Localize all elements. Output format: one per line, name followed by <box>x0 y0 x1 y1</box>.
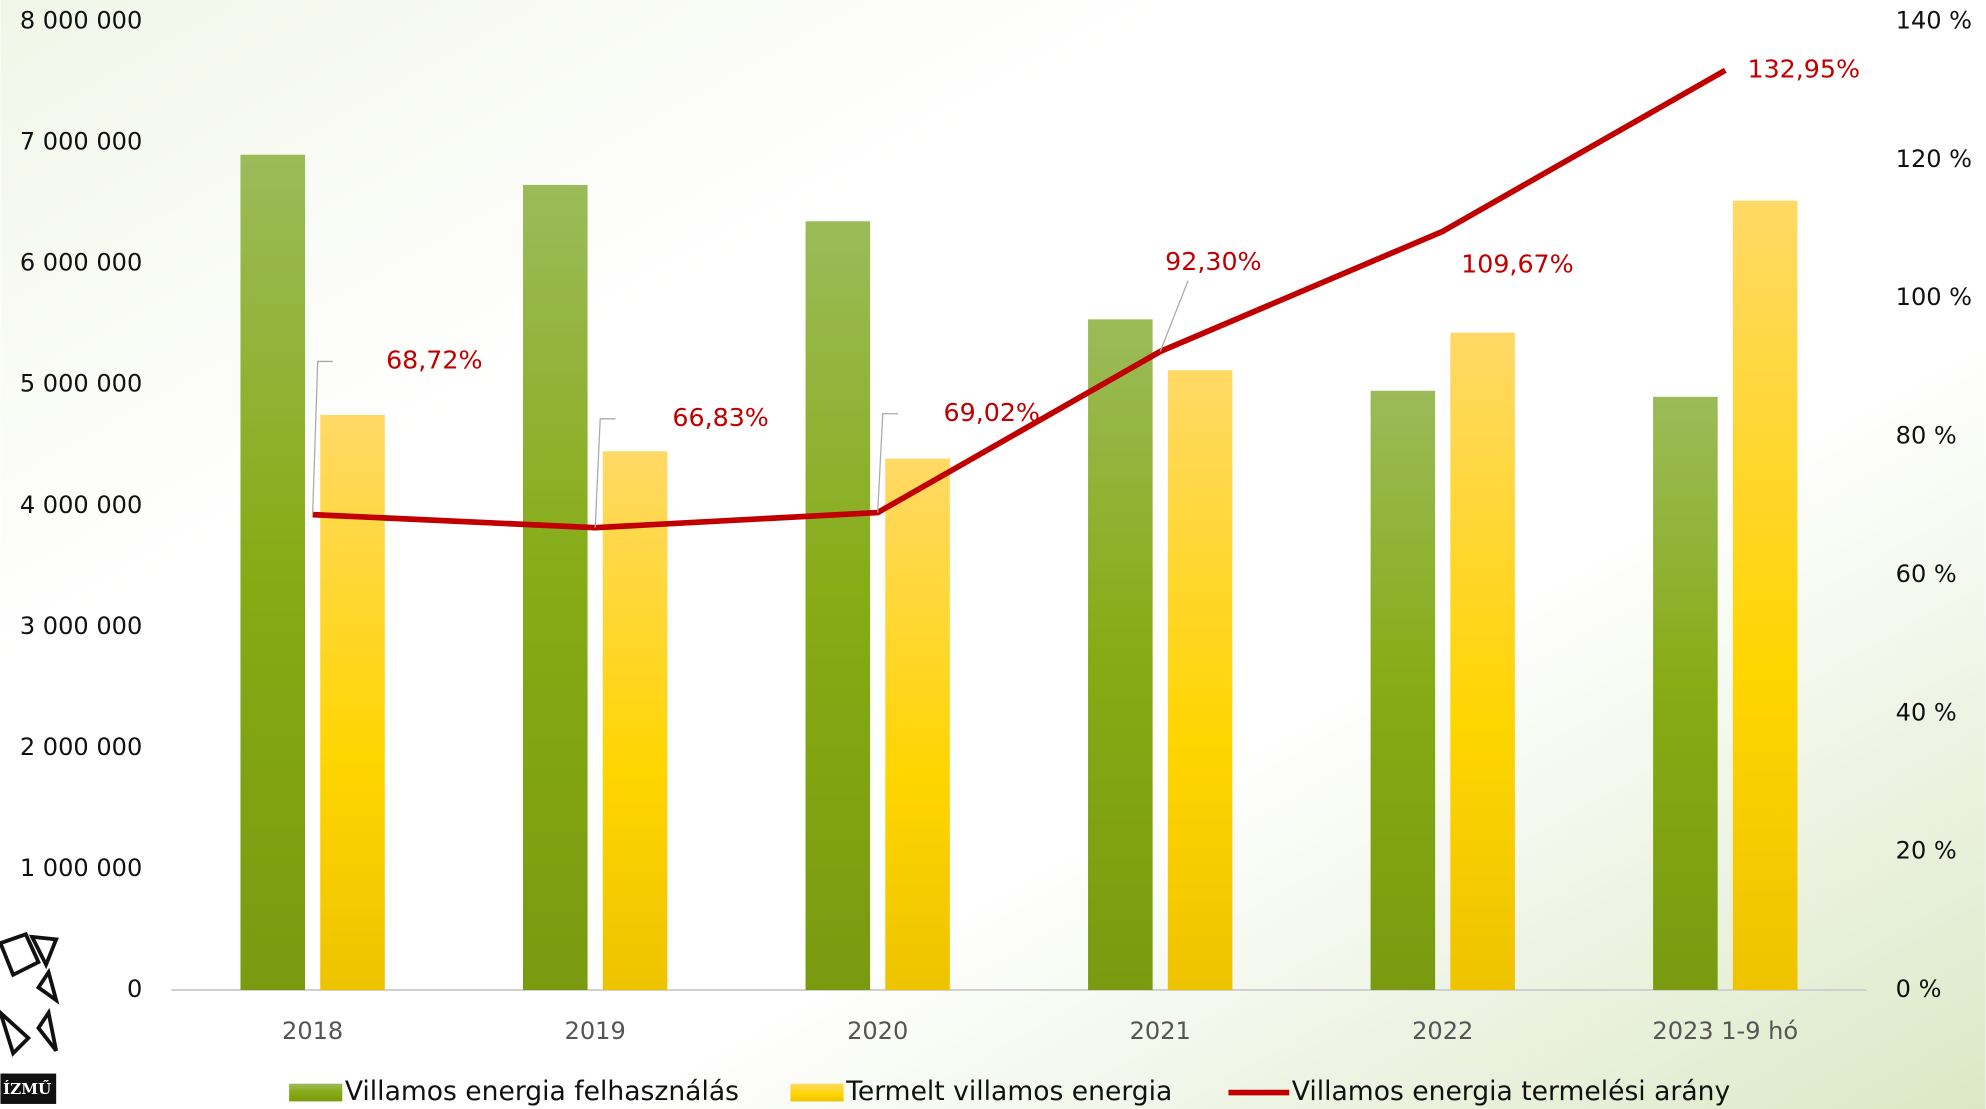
x-tick-label: 2020 <box>847 1017 908 1045</box>
y-tick-label: 8 000 000 <box>20 7 142 35</box>
data-label: 92,30% <box>1165 247 1261 276</box>
logo <box>0 931 60 1057</box>
data-label: 109,67% <box>1461 250 1574 279</box>
line <box>312 67 1727 531</box>
legend-swatch <box>289 1083 343 1102</box>
legend-swatch <box>790 1083 844 1102</box>
leader-line <box>312 360 333 515</box>
y-tick-label: 5 000 000 <box>20 370 142 398</box>
bar <box>1450 332 1515 990</box>
y2-tick-label: 0 % <box>1896 975 1942 1003</box>
data-label: 68,72% <box>386 345 482 374</box>
y-tick-label: 3 000 000 <box>20 612 142 640</box>
bar <box>240 154 306 990</box>
legend-label: Villamos energia felhasználás <box>345 1076 739 1107</box>
leader-line <box>877 413 898 513</box>
bar <box>1167 370 1233 990</box>
bar <box>320 414 385 990</box>
bar <box>1732 200 1798 990</box>
bar <box>1370 390 1436 990</box>
bar <box>885 458 950 990</box>
y2-tick-label: 60 % <box>1896 560 1957 588</box>
y2-tick-label: 120 % <box>1896 145 1972 173</box>
y2-tick-label: 20 % <box>1896 837 1957 865</box>
bar <box>602 451 668 990</box>
x-tick-label: 2018 <box>282 1017 343 1045</box>
y2-tick-label: 40 % <box>1896 698 1957 726</box>
x-tick-label: 2019 <box>565 1017 626 1045</box>
leader-line <box>1159 280 1189 352</box>
x-tick-label: 2021 <box>1130 1017 1191 1045</box>
y-tick-label: 4 000 000 <box>20 491 142 519</box>
bar <box>1653 396 1718 990</box>
y-tick-label: 2 000 000 <box>20 733 142 761</box>
bar <box>523 184 588 990</box>
x-tick-label: 2022 <box>1412 1017 1473 1045</box>
data-label: 69,02% <box>944 398 1040 427</box>
y-tick-label: 0 <box>127 975 142 1003</box>
bar <box>805 221 871 990</box>
leader-line <box>594 418 616 528</box>
y2-tick-label: 140 % <box>1896 7 1972 35</box>
y-tick-label: 7 000 000 <box>20 128 142 156</box>
logo-box <box>0 1073 57 1104</box>
y2-tick-label: 80 % <box>1896 422 1957 450</box>
y-tick-label: 6 000 000 <box>20 249 142 277</box>
legend-label: Villamos energia termelési arány <box>1292 1076 1730 1107</box>
y2-tick-label: 100 % <box>1896 283 1972 311</box>
data-label: 132,95% <box>1747 54 1860 83</box>
logo-text: ÍZMŰ <box>3 1080 51 1098</box>
legend-label: Termelt villamos energia <box>845 1076 1172 1107</box>
bar <box>1088 319 1153 990</box>
y-tick-label: 1 000 000 <box>20 854 142 882</box>
data-label: 66,83% <box>672 403 768 432</box>
x-tick-label: 2023 1-9 hó <box>1652 1017 1798 1045</box>
